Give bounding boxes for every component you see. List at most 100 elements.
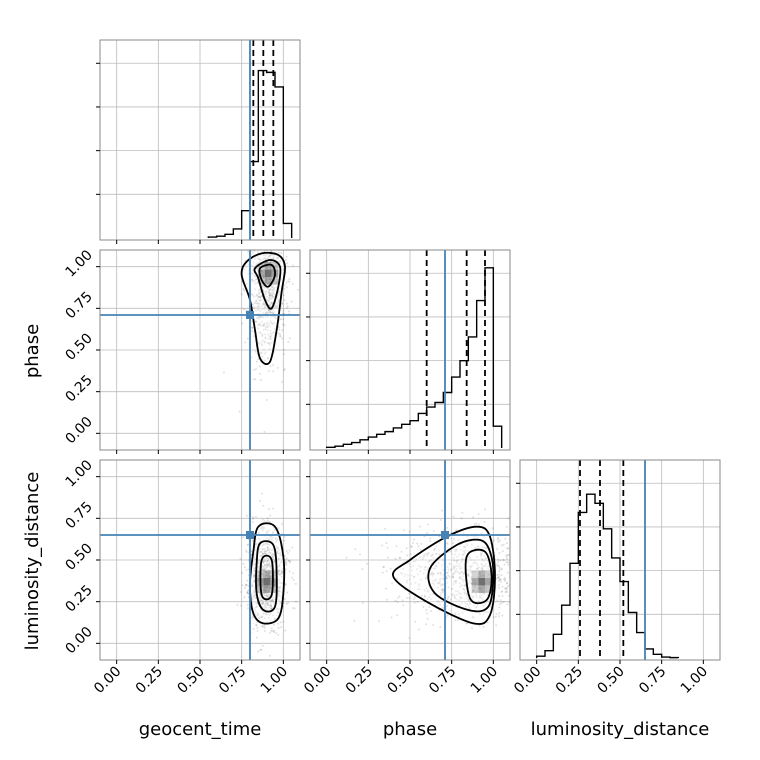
sample-point: [457, 590, 460, 593]
sample-point: [410, 545, 413, 548]
sample-point: [455, 528, 458, 531]
sample-point: [270, 315, 273, 318]
sample-point: [507, 517, 510, 520]
sample-point: [476, 568, 479, 571]
sample-point: [270, 538, 273, 541]
sample-point: [261, 344, 264, 347]
sample-point: [276, 306, 279, 309]
sample-point: [458, 599, 461, 602]
sample-point: [482, 555, 485, 558]
sample-point: [458, 563, 461, 566]
sample-point: [449, 563, 452, 566]
sample-point: [429, 540, 432, 543]
sample-point: [461, 511, 464, 514]
sample-point: [263, 617, 266, 620]
sample-point: [280, 240, 282, 242]
sample-point: [273, 316, 276, 319]
sample-point: [281, 329, 284, 332]
sample-point: [514, 584, 516, 586]
sample-point: [520, 579, 522, 581]
sample-point: [262, 303, 265, 306]
sample-point: [455, 593, 458, 596]
hist-panel-phase: [306, 249, 511, 454]
sample-point: [515, 547, 517, 549]
sample-point: [277, 611, 280, 614]
x-tick-label: 1.00: [468, 664, 501, 697]
sample-point: [479, 592, 482, 595]
sample-point: [573, 547, 575, 549]
sample-point: [259, 551, 262, 554]
sample-point: [257, 575, 260, 578]
sample-point: [245, 309, 248, 312]
sample-point: [263, 526, 266, 529]
sample-point: [523, 579, 525, 581]
sample-point: [480, 556, 483, 559]
sample-point: [240, 591, 243, 594]
sample-point: [506, 581, 509, 584]
sample-point: [473, 535, 476, 538]
sample-point: [278, 332, 281, 335]
sample-point: [382, 566, 385, 569]
sample-point: [461, 554, 464, 557]
sample-point: [481, 568, 484, 571]
sample-point: [264, 291, 267, 294]
sample-point: [466, 575, 469, 578]
sample-point: [273, 591, 276, 594]
sample-point: [256, 298, 259, 301]
sample-point: [470, 581, 473, 584]
sample-point: [255, 294, 258, 297]
sample-point: [270, 549, 273, 552]
sample-point: [267, 538, 270, 541]
sample-point: [474, 546, 477, 549]
density-cell: [263, 577, 270, 586]
sample-point: [275, 302, 278, 305]
sample-point: [279, 554, 282, 557]
sample-point: [269, 325, 272, 328]
sample-point: [260, 602, 263, 605]
contour-level-2: [427, 538, 495, 613]
sample-point: [280, 252, 283, 255]
sample-point: [426, 531, 429, 534]
sample-point: [257, 650, 260, 653]
sample-point: [271, 598, 274, 601]
sample-point: [262, 575, 265, 578]
sample-point: [475, 596, 478, 599]
sample-point: [264, 564, 267, 567]
sample-point: [270, 627, 273, 630]
sample-point: [471, 570, 474, 573]
sample-point: [264, 306, 267, 309]
sample-point: [530, 594, 532, 596]
sample-point: [515, 591, 517, 593]
sample-point: [269, 602, 272, 605]
sample-point: [269, 293, 272, 296]
sample-point: [482, 574, 485, 577]
sample-point: [279, 318, 282, 321]
sample-point: [297, 288, 300, 291]
sample-point: [268, 304, 271, 307]
sample-point: [428, 560, 431, 563]
sample-point: [271, 286, 274, 289]
sample-point: [260, 351, 263, 354]
sample-point: [254, 602, 257, 605]
sample-point: [264, 552, 267, 555]
sample-point: [501, 550, 504, 553]
sample-point: [471, 595, 474, 598]
sample-point: [260, 161, 262, 163]
sample-point: [281, 302, 284, 305]
sample-point: [255, 295, 258, 298]
sample-point: [396, 614, 399, 617]
sample-point: [499, 599, 502, 602]
sample-point: [408, 578, 411, 581]
sample-point: [263, 594, 266, 597]
sample-point: [264, 293, 267, 296]
sample-point: [423, 568, 426, 571]
sample-point: [460, 584, 463, 587]
sample-point: [469, 566, 472, 569]
sample-point: [270, 222, 272, 224]
sample-point: [262, 592, 265, 595]
sample-point: [267, 323, 270, 326]
sample-point: [257, 237, 259, 239]
sample-point: [405, 547, 408, 550]
sample-point: [446, 598, 449, 601]
sample-point: [244, 583, 247, 586]
